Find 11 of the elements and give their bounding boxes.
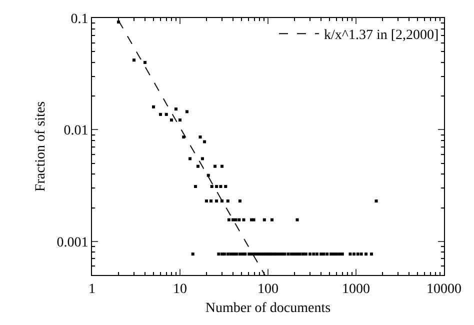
y-tick-label: 0.01 (64, 124, 88, 139)
x-axis-title: Number of documents (205, 301, 331, 316)
x-tick-label: 1000 (342, 282, 370, 297)
x-tick-label: 10 (173, 282, 187, 297)
legend-label: k/x^1.37 in [2,2000] (324, 28, 439, 44)
x-tick-label: 100 (258, 282, 278, 297)
y-axis-title: Fraction of sites (33, 101, 48, 192)
x-tick-label: 10000 (426, 282, 462, 297)
y-tick-label: 0.1 (70, 12, 88, 27)
x-tick-label: 1 (88, 282, 96, 297)
y-tick-label: 0.001 (56, 235, 88, 250)
